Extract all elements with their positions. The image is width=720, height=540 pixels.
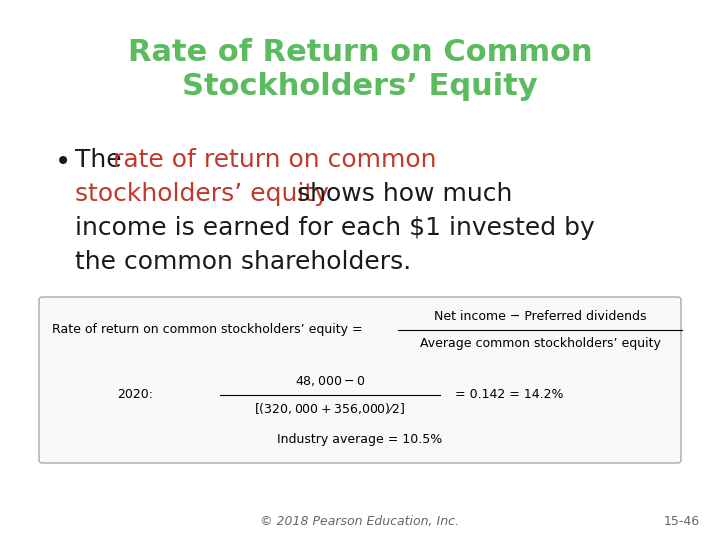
Text: 2020:: 2020: xyxy=(117,388,153,402)
Text: rate of return on common: rate of return on common xyxy=(113,148,436,172)
Text: The: The xyxy=(75,148,130,172)
Text: © 2018 Pearson Education, Inc.: © 2018 Pearson Education, Inc. xyxy=(261,515,459,528)
Text: $48,000 − $0: $48,000 − $0 xyxy=(294,374,365,388)
Text: Average common stockholders’ equity: Average common stockholders’ equity xyxy=(420,338,660,350)
Text: stockholders’ equity: stockholders’ equity xyxy=(75,182,329,206)
Text: 15-46: 15-46 xyxy=(664,515,700,528)
Text: [($320,000 + $356,000)⁄2]: [($320,000 + $356,000)⁄2] xyxy=(254,402,406,416)
Text: Rate of return on common stockholders’ equity =: Rate of return on common stockholders’ e… xyxy=(52,323,363,336)
Text: = 0.142 = 14.2%: = 0.142 = 14.2% xyxy=(455,388,564,402)
Text: Stockholders’ Equity: Stockholders’ Equity xyxy=(182,72,538,101)
Text: •: • xyxy=(55,148,71,176)
FancyBboxPatch shape xyxy=(39,297,681,463)
Text: income is earned for each $1 invested by: income is earned for each $1 invested by xyxy=(75,216,595,240)
Text: shows how much: shows how much xyxy=(289,182,513,206)
Text: the common shareholders.: the common shareholders. xyxy=(75,250,411,274)
Text: Industry average = 10.5%: Industry average = 10.5% xyxy=(277,434,443,447)
Text: Net income − Preferred dividends: Net income − Preferred dividends xyxy=(433,309,647,322)
Text: Rate of Return on Common: Rate of Return on Common xyxy=(127,38,593,67)
